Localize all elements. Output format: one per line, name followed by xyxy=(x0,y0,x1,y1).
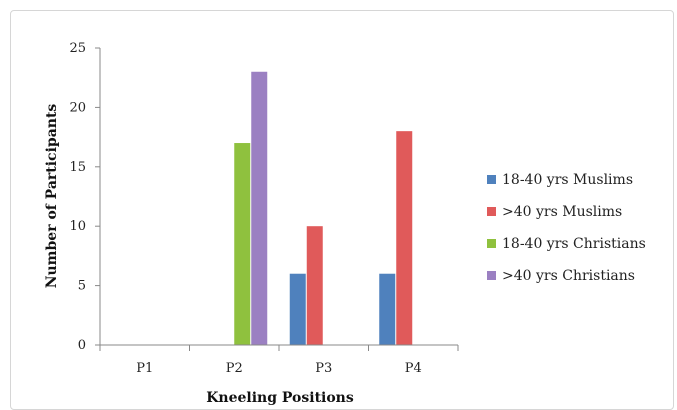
bar-p3-series-2 xyxy=(306,226,323,345)
bar-p4-series-1 xyxy=(379,273,396,345)
x-tick-label-p2: P2 xyxy=(226,361,243,376)
y-tick-label: 10 xyxy=(69,219,86,234)
bar-p4-series-2 xyxy=(396,131,413,345)
bar-p3-series-1 xyxy=(289,273,306,345)
legend-label-1: 18-40 yrs Muslims xyxy=(502,172,633,188)
x-tick-label-p4: P4 xyxy=(405,361,422,376)
y-ticks-group: 0 5 10 15 20 25 xyxy=(69,41,100,353)
y-tick-label: 0 xyxy=(78,338,86,353)
chart-frame xyxy=(10,10,674,410)
x-ticks-group: P1 P2 P3 P4 xyxy=(99,345,459,376)
x-tick-label-p1: P1 xyxy=(136,361,153,376)
legend-label-2: >40 yrs Muslims xyxy=(502,204,622,220)
legend-label-4: >40 yrs Christians xyxy=(502,268,635,284)
legend-swatch-2 xyxy=(487,207,496,216)
legend-swatch-3 xyxy=(487,239,496,248)
legend-label-3: 18-40 yrs Christians xyxy=(502,236,646,252)
y-tick-label: 25 xyxy=(69,41,86,56)
legend-swatch-4 xyxy=(487,271,496,280)
bar-p2-series-3 xyxy=(234,143,251,345)
x-axis-title: Kneeling Positions xyxy=(206,390,354,405)
y-tick-label: 20 xyxy=(69,100,86,115)
legend: 18-40 yrs Muslims >40 yrs Muslims 18-40 yr… xyxy=(487,172,646,284)
bar-p2-series-4 xyxy=(251,71,268,345)
bars-group xyxy=(234,71,413,345)
y-tick-label: 5 xyxy=(78,279,86,294)
x-tick-label-p3: P3 xyxy=(315,361,332,376)
y-axis-title: Number of Participants xyxy=(44,104,60,289)
y-tick-label: 15 xyxy=(69,160,86,175)
legend-swatch-1 xyxy=(487,175,496,184)
